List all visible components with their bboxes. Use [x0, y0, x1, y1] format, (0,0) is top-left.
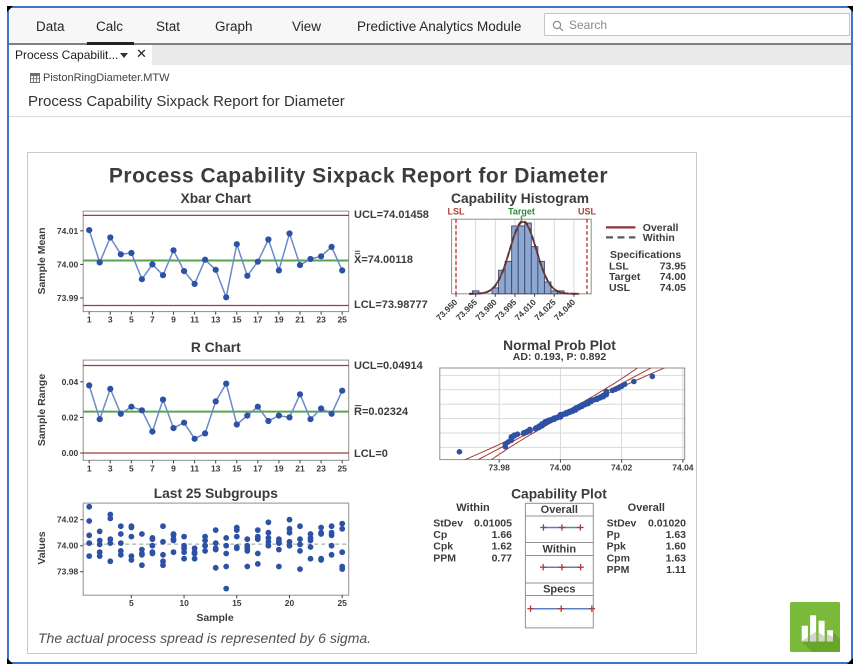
svg-text:USL: USL — [609, 282, 631, 294]
svg-text:19: 19 — [274, 315, 284, 325]
svg-text:The actual process spread is r: The actual process spread is represented… — [38, 630, 371, 646]
svg-text:Cp: Cp — [433, 529, 447, 541]
svg-text:23: 23 — [316, 463, 326, 473]
svg-text:5: 5 — [129, 315, 134, 325]
svg-text:1.63: 1.63 — [666, 552, 687, 564]
svg-text:Process Capability Sixpack Rep: Process Capability Sixpack Report for Di… — [109, 165, 608, 188]
svg-text:15: 15 — [232, 315, 242, 325]
svg-text:Target: Target — [609, 271, 641, 283]
svg-text:1: 1 — [87, 315, 92, 325]
svg-text:Capability Plot: Capability Plot — [511, 487, 607, 502]
svg-text:0.00: 0.00 — [62, 448, 79, 458]
svg-text:15: 15 — [232, 463, 242, 473]
svg-text:21: 21 — [295, 315, 305, 325]
svg-text:1.60: 1.60 — [666, 541, 687, 553]
svg-text:X=74.00118: X=74.00118 — [354, 254, 413, 266]
svg-text:0.02: 0.02 — [62, 412, 79, 422]
svg-text:Overall: Overall — [541, 504, 578, 516]
svg-text:LCL=73.98777: LCL=73.98777 — [354, 299, 428, 311]
svg-text:Sample: Sample — [196, 612, 234, 624]
svg-text:17: 17 — [253, 315, 263, 325]
svg-text:1.11: 1.11 — [666, 564, 686, 576]
svg-text:25: 25 — [337, 598, 347, 608]
svg-text:UCL=74.01458: UCL=74.01458 — [354, 209, 429, 221]
svg-text:0.01020: 0.01020 — [648, 518, 686, 530]
svg-text:11: 11 — [190, 463, 199, 473]
svg-text:73.98: 73.98 — [57, 567, 79, 577]
svg-text:Cpk: Cpk — [433, 541, 453, 553]
svg-text:Pp: Pp — [607, 529, 620, 541]
svg-text:Target: Target — [508, 207, 535, 217]
svg-text:74.02: 74.02 — [611, 463, 633, 473]
svg-text:5: 5 — [129, 463, 134, 473]
svg-text:PPM: PPM — [433, 552, 456, 564]
svg-text:74.01: 74.01 — [57, 226, 79, 236]
svg-text:StDev: StDev — [433, 518, 463, 530]
svg-text:73.99: 73.99 — [57, 293, 79, 303]
svg-text:15: 15 — [232, 598, 242, 608]
svg-text:StDev: StDev — [607, 518, 637, 530]
svg-text:0.01005: 0.01005 — [474, 518, 512, 530]
svg-text:0.77: 0.77 — [492, 552, 513, 564]
svg-text:74.040: 74.040 — [552, 297, 578, 323]
svg-text:Sample Mean: Sample Mean — [36, 227, 48, 294]
svg-text:74.00: 74.00 — [57, 259, 79, 269]
svg-text:25: 25 — [337, 315, 347, 325]
svg-text:3: 3 — [108, 315, 113, 325]
svg-text:5: 5 — [129, 598, 134, 608]
svg-text:LSL: LSL — [448, 207, 466, 217]
svg-text:R=0.02324: R=0.02324 — [354, 406, 409, 418]
svg-text:Sample Range: Sample Range — [36, 374, 48, 447]
svg-text:74.00: 74.00 — [660, 271, 686, 283]
svg-text:73.95: 73.95 — [660, 260, 686, 272]
svg-text:10: 10 — [179, 598, 189, 608]
svg-text:AD: 0.193, P: 0.892: AD: 0.193, P: 0.892 — [513, 351, 607, 363]
svg-text:Within: Within — [543, 544, 577, 556]
svg-text:21: 21 — [295, 463, 305, 473]
svg-text:Within: Within — [456, 502, 490, 514]
svg-text:9: 9 — [171, 463, 176, 473]
svg-text:Overall: Overall — [643, 222, 679, 234]
svg-text:Overall: Overall — [628, 502, 665, 514]
svg-text:LSL: LSL — [609, 260, 629, 272]
svg-text:73.98: 73.98 — [489, 463, 511, 473]
svg-text:19: 19 — [274, 463, 284, 473]
svg-text:PPM: PPM — [607, 564, 630, 576]
svg-text:7: 7 — [150, 315, 155, 325]
svg-text:9: 9 — [171, 315, 176, 325]
svg-text:Xbar Chart: Xbar Chart — [181, 191, 252, 206]
svg-text:1.62: 1.62 — [492, 541, 513, 553]
svg-text:74.00: 74.00 — [550, 463, 572, 473]
svg-text:20: 20 — [285, 598, 295, 608]
svg-text:11: 11 — [190, 315, 199, 325]
svg-text:Specs: Specs — [543, 584, 575, 596]
svg-text:74.04: 74.04 — [672, 463, 694, 473]
svg-text:Ppk: Ppk — [607, 541, 626, 553]
svg-text:LCL=0: LCL=0 — [354, 448, 388, 460]
svg-text:UCL=0.04914: UCL=0.04914 — [354, 360, 424, 372]
svg-text:Specifications: Specifications — [610, 249, 681, 261]
svg-text:23: 23 — [316, 315, 326, 325]
svg-text:USL: USL — [578, 207, 597, 217]
svg-text:3: 3 — [108, 463, 113, 473]
svg-text:13: 13 — [211, 463, 221, 473]
svg-text:0.04: 0.04 — [62, 377, 79, 387]
svg-text:1: 1 — [87, 463, 92, 473]
svg-text:7: 7 — [150, 463, 155, 473]
svg-text:R Chart: R Chart — [191, 340, 241, 355]
svg-text:1.63: 1.63 — [666, 529, 687, 541]
svg-text:Cpm: Cpm — [607, 552, 630, 564]
svg-text:74.00: 74.00 — [57, 541, 79, 551]
svg-text:Within: Within — [643, 232, 675, 244]
svg-text:Normal Prob Plot: Normal Prob Plot — [503, 338, 616, 353]
svg-text:13: 13 — [211, 315, 221, 325]
svg-text:Last 25 Subgroups: Last 25 Subgroups — [154, 486, 279, 501]
svg-text:Capability Histogram: Capability Histogram — [451, 191, 589, 206]
svg-text:Values: Values — [36, 531, 48, 564]
svg-text:74.05: 74.05 — [660, 282, 686, 294]
svg-text:74.02: 74.02 — [57, 515, 79, 525]
svg-text:1.66: 1.66 — [492, 529, 513, 541]
svg-text:25: 25 — [337, 463, 347, 473]
svg-text:17: 17 — [253, 463, 263, 473]
